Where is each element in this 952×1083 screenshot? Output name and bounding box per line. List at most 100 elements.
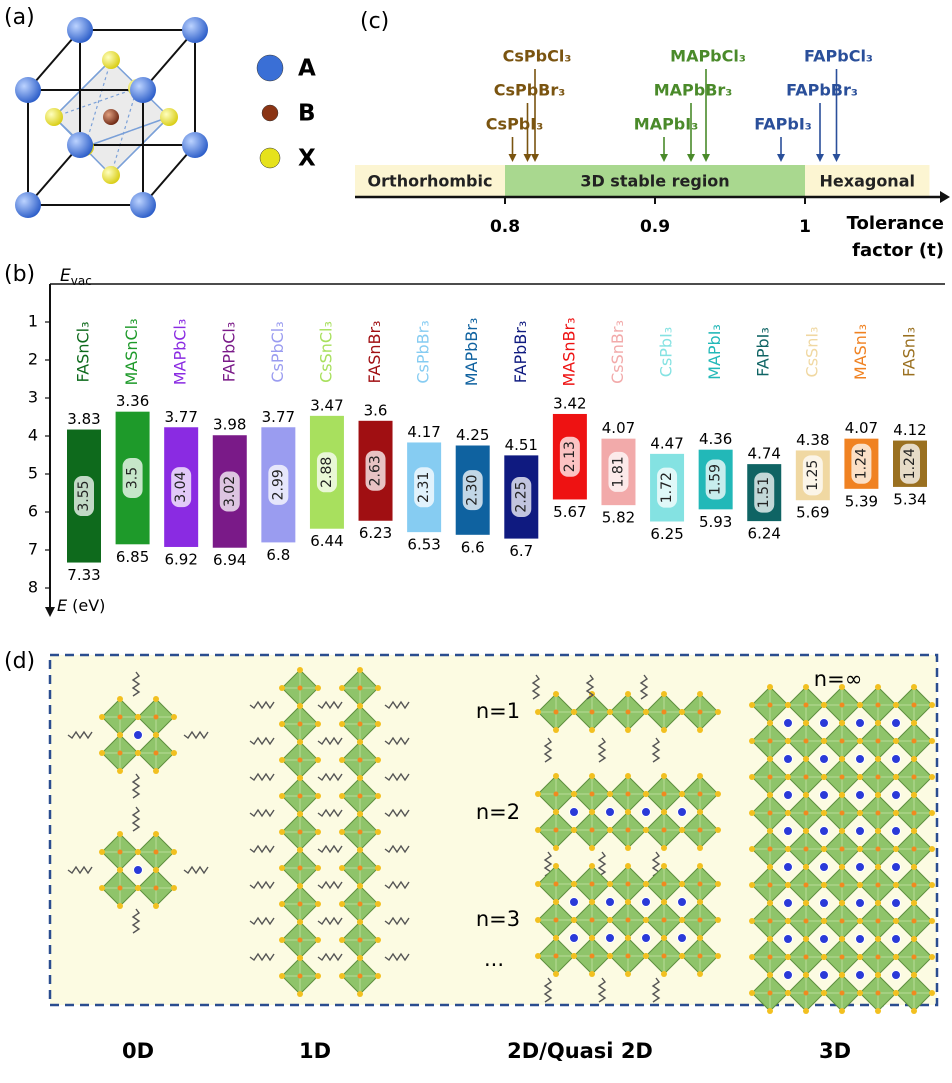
halide (767, 828, 773, 834)
halide (315, 829, 321, 835)
halide (117, 903, 123, 909)
gap-label-glow (268, 464, 289, 505)
halide (715, 791, 721, 797)
halide (117, 867, 123, 873)
cbm-label: 4.07 (845, 419, 878, 437)
marker-arrowhead (816, 154, 824, 162)
organic-chain (67, 730, 93, 740)
metal (803, 990, 809, 996)
vbm-label: 6.25 (650, 525, 683, 543)
cbm-label: 4.17 (407, 423, 440, 441)
halide (357, 847, 363, 853)
halide (553, 773, 559, 779)
vbm-label: 5.34 (893, 490, 926, 508)
vacuum-symbol: E (60, 266, 71, 286)
y-tick-label: 3 (28, 388, 38, 407)
vbm-label: 5.39 (845, 492, 878, 510)
metal (911, 774, 917, 780)
marker-arrowhead (702, 154, 710, 162)
halide (821, 954, 827, 960)
halide (535, 709, 541, 715)
halide (643, 953, 649, 959)
a-cation (783, 790, 793, 800)
material-name: CsSnCl₃ (316, 321, 335, 383)
halide (625, 845, 631, 851)
halide (625, 863, 631, 869)
a-cation (891, 790, 901, 800)
organic-chain (131, 908, 141, 934)
halide (117, 696, 123, 702)
cbm-label: 3.6 (364, 401, 388, 419)
a-cation (891, 898, 901, 908)
halide (315, 685, 321, 691)
vbm-label: 5.93 (699, 513, 732, 531)
halide (929, 738, 935, 744)
marker-arrowhead (531, 154, 539, 162)
metal (153, 714, 159, 720)
gap-label-glow (122, 457, 143, 498)
metal (357, 937, 363, 943)
halide (875, 684, 881, 690)
marker-label: CsPbBr₃ (494, 81, 566, 100)
y-tick-label: 7 (28, 540, 38, 559)
vbm-label: 7.33 (67, 566, 100, 584)
a-cation (891, 862, 901, 872)
vbm-label: 6.24 (748, 525, 781, 543)
gap-label-glow (171, 467, 192, 508)
a-cation (677, 897, 687, 907)
material-name: CsPbI₃ (657, 327, 676, 377)
gap-label-glow (414, 467, 435, 508)
metal (911, 738, 917, 744)
halide (375, 937, 381, 943)
organic-chain (597, 977, 607, 1003)
halide (803, 900, 809, 906)
cbm-label: 3.77 (262, 408, 295, 426)
marker-arrowhead (687, 154, 695, 162)
x-axis-label: factor (t) (852, 240, 944, 261)
material-name: MASnI₃ (851, 324, 870, 380)
halide (661, 809, 667, 815)
gap-label: 1.25 (805, 460, 821, 491)
halide (697, 899, 703, 905)
halide (857, 954, 863, 960)
metal (803, 954, 809, 960)
marker-arrowhead (777, 154, 785, 162)
layer-label: n=2 (476, 800, 520, 824)
halide (297, 847, 303, 853)
halide (553, 845, 559, 851)
halide (315, 937, 321, 943)
organic-chain (384, 808, 410, 818)
halide (135, 849, 141, 855)
halide (153, 696, 159, 702)
organic-chain (183, 730, 209, 740)
halide (553, 809, 559, 815)
halide (785, 738, 791, 744)
gap-label-glow (462, 470, 483, 511)
organic-chain (249, 700, 275, 710)
metal (803, 738, 809, 744)
halide (357, 955, 363, 961)
x-tick-label: 0.8 (490, 217, 520, 237)
metal (589, 881, 595, 887)
metal (297, 685, 303, 691)
metal (767, 738, 773, 744)
a-cation (855, 970, 865, 980)
material-name: CsSnBr₃ (608, 320, 627, 384)
a-cation (783, 970, 793, 980)
halide (661, 773, 667, 779)
organic-chain (384, 736, 410, 746)
gap-label-glow (219, 471, 240, 512)
a-cation (569, 807, 579, 817)
metal (697, 881, 703, 887)
metal (553, 791, 559, 797)
halide (99, 885, 105, 891)
cbm-label: 3.77 (164, 408, 197, 426)
metal (767, 918, 773, 924)
halide (661, 935, 667, 941)
halide (857, 918, 863, 924)
metal (297, 721, 303, 727)
panel-label: (b) (4, 262, 35, 287)
halide (767, 792, 773, 798)
a-cation (855, 790, 865, 800)
cbm-label: 3.47 (310, 396, 343, 414)
